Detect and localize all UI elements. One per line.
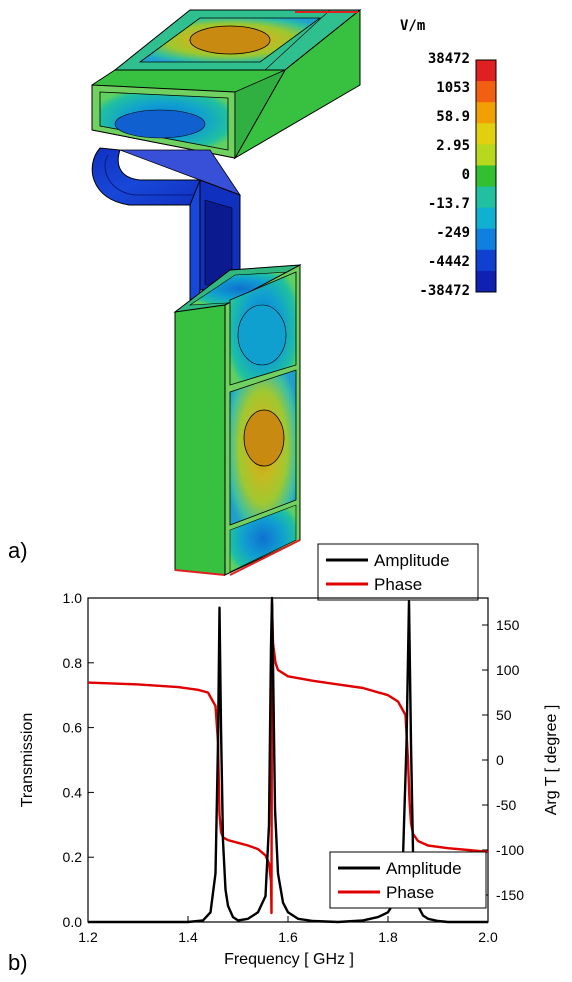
y2-tick-label: 0 bbox=[496, 752, 504, 768]
top-legend-frame bbox=[317, 543, 479, 601]
colorbar-swatch bbox=[476, 228, 496, 251]
colorbar-swatch bbox=[476, 144, 496, 166]
colorbar-tick-label: 2.95 bbox=[436, 138, 470, 154]
y2-tick-label: -50 bbox=[496, 797, 516, 813]
x-tick-label: 2.0 bbox=[478, 929, 498, 945]
series-line-amplitude bbox=[88, 596, 488, 924]
top-resonator bbox=[91, 8, 362, 160]
colorbar-tick-label: -249 bbox=[436, 225, 470, 241]
colorbar-swatch bbox=[476, 165, 496, 188]
y2-tick-label: 100 bbox=[496, 662, 520, 678]
bottom-resonator bbox=[173, 264, 302, 576]
colorbar-swatch bbox=[476, 102, 496, 124]
transmission-chart: Amplitude Phase 1.2 1.4 1.6 1.8 2.0 0.00.20.… bbox=[19, 543, 560, 968]
inner-legend-phase-label: Phase bbox=[386, 883, 434, 902]
y2-tick-label: -150 bbox=[496, 887, 524, 903]
x-tick-label: 1.4 bbox=[178, 929, 198, 945]
y-axis-title: Transmission bbox=[19, 713, 36, 808]
top-legend-phase-label: Phase bbox=[374, 575, 422, 594]
y2-tick-label: -100 bbox=[496, 842, 524, 858]
colorbar-tick-label: -38472 bbox=[419, 283, 470, 299]
x-tick-label: 1.8 bbox=[378, 929, 398, 945]
x-axis: 1.2 1.4 1.6 1.8 2.0 bbox=[78, 916, 498, 945]
y-axis-right: 150 100 50 0 -50 -100 -150 bbox=[482, 617, 524, 903]
colorbar-tick-label: 1053 bbox=[436, 80, 470, 96]
colorbar-frame bbox=[475, 59, 497, 293]
colorbar-tick-label: 0 bbox=[461, 167, 470, 183]
y-tick-label: 0.8 bbox=[63, 655, 83, 671]
y2-tick-label: 150 bbox=[496, 617, 520, 633]
colorbar-tick-label: -4442 bbox=[427, 254, 470, 270]
colorbar bbox=[475, 59, 497, 293]
series-layer bbox=[87, 596, 489, 924]
panel-b-label: b) bbox=[8, 950, 28, 975]
x-axis-title: Frequency [ GHz ] bbox=[224, 951, 354, 968]
colorbar-swatch bbox=[476, 207, 496, 230]
panel-a-label: a) bbox=[8, 538, 28, 563]
y-tick-label: 0.4 bbox=[63, 784, 83, 800]
colorbar-swatch bbox=[476, 81, 496, 103]
colorbar-swatch bbox=[476, 249, 496, 272]
top-legend: Amplitude Phase bbox=[317, 543, 479, 601]
colorbar-swatch bbox=[476, 123, 496, 145]
inner-legend-frame bbox=[329, 851, 487, 909]
x-tick-label: 1.6 bbox=[278, 929, 298, 945]
inner-legend-amplitude-label: Amplitude bbox=[386, 859, 462, 878]
y-tick-label: 0.2 bbox=[63, 849, 83, 865]
colorbar-tick-label: 38472 bbox=[427, 51, 470, 67]
y-axis-left: 0.0 0.2 0.4 0.6 0.8 1.0 bbox=[63, 590, 94, 930]
y2-axis-title: Arg T [ degree ] bbox=[543, 705, 560, 816]
inner-legend: Amplitude Phase bbox=[329, 851, 487, 909]
waveguide-bend bbox=[91, 147, 242, 301]
colorbar-tick-label: 58.9 bbox=[436, 109, 470, 125]
y-tick-label: 1.0 bbox=[63, 590, 83, 606]
field-map bbox=[91, 8, 497, 576]
colorbar-swatch bbox=[476, 270, 496, 293]
colorbar-tick-label: -13.7 bbox=[427, 196, 470, 212]
y2-tick-label: 50 bbox=[496, 707, 512, 723]
top-legend-amplitude-label: Amplitude bbox=[374, 551, 450, 570]
y-tick-label: 0.6 bbox=[63, 720, 83, 736]
y-tick-label: 0.0 bbox=[63, 914, 83, 930]
colorbar-unit-label: V/m bbox=[400, 18, 426, 34]
colorbar-swatch bbox=[476, 60, 496, 82]
colorbar-swatch bbox=[476, 186, 496, 209]
x-tick-label: 1.2 bbox=[78, 929, 98, 945]
